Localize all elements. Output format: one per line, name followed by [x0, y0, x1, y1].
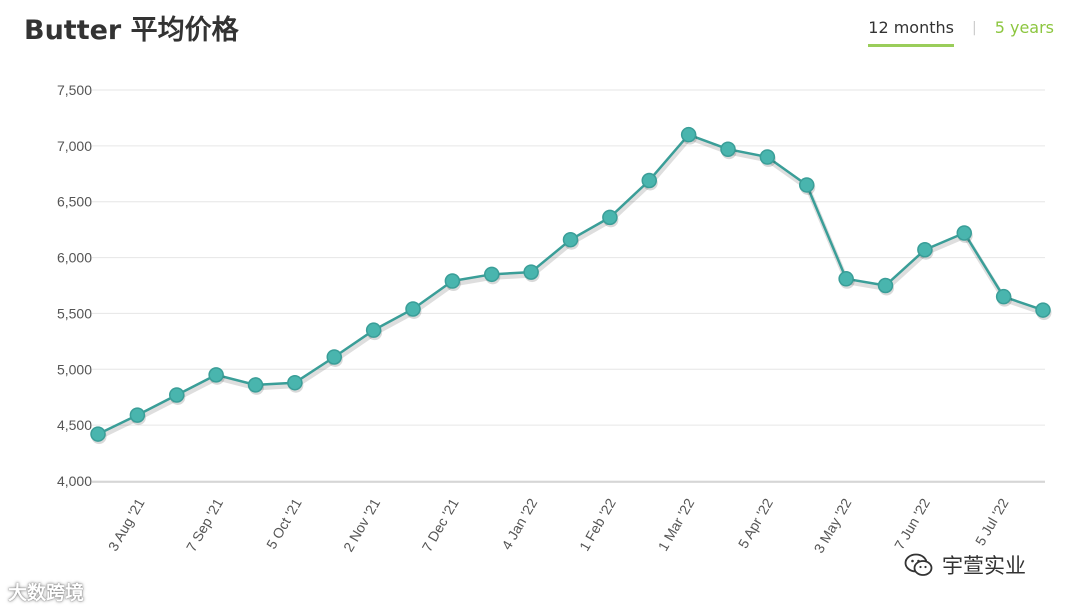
- y-tick-label: 4,000: [57, 473, 92, 489]
- data-points: [90, 126, 1052, 445]
- data-point[interactable]: [129, 407, 146, 423]
- data-point[interactable]: [484, 266, 500, 283]
- data-point[interactable]: [1035, 302, 1051, 318]
- data-point[interactable]: [523, 264, 539, 280]
- y-tick-label: 7,500: [57, 82, 92, 98]
- data-point[interactable]: [720, 141, 736, 157]
- x-tick-label: 7 Dec '21: [419, 495, 462, 554]
- y-tick-label: 5,500: [57, 305, 92, 321]
- x-tick-label: 7 Jun '22: [891, 495, 933, 552]
- data-point[interactable]: [90, 426, 106, 442]
- x-tick-label: 2 Nov '21: [340, 495, 383, 554]
- data-point[interactable]: [365, 322, 382, 338]
- x-tick-label: 4 Jan '22: [498, 495, 540, 552]
- data-point[interactable]: [759, 149, 776, 165]
- data-point[interactable]: [838, 271, 854, 287]
- tab-12-months[interactable]: 12 months: [868, 18, 954, 47]
- y-tick-label: 7,000: [57, 138, 92, 154]
- x-tick-label: 5 Jul '22: [972, 495, 1012, 548]
- data-point[interactable]: [287, 374, 303, 391]
- y-tick-label: 5,000: [57, 361, 92, 377]
- x-axis-labels: 3 Aug '21 7 Sep '21 5 Oct '21 2 Nov '21 7 De…: [105, 495, 1012, 555]
- data-point[interactable]: [602, 209, 618, 226]
- data-point[interactable]: [877, 277, 894, 294]
- y-tick-label: 6,500: [57, 194, 92, 210]
- x-tick-label: 3 Aug '21: [105, 495, 148, 553]
- watermark-right-text: 宇萱实业: [942, 554, 1026, 578]
- data-point[interactable]: [444, 273, 461, 289]
- data-point[interactable]: [995, 288, 1012, 305]
- data-point[interactable]: [405, 301, 421, 317]
- series-line-shadow: [97, 135, 1045, 440]
- gridlines: [92, 89, 1045, 483]
- data-point[interactable]: [326, 349, 342, 365]
- series-line-group: [97, 133, 1045, 440]
- tab-5-years[interactable]: 5 years: [994, 18, 1054, 37]
- chart-title: Butter 平均价格: [24, 15, 239, 46]
- data-point[interactable]: [680, 126, 697, 143]
- data-point[interactable]: [917, 242, 933, 258]
- watermark-left: 大数跨境: [8, 582, 85, 604]
- x-tick-label: 1 Feb '22: [576, 495, 619, 553]
- data-point[interactable]: [208, 367, 224, 383]
- wechat-icon: [904, 553, 933, 576]
- data-point[interactable]: [956, 225, 972, 241]
- range-tabs: 12 months | 5 years: [868, 18, 1054, 47]
- x-tick-label: 3 May '22: [811, 495, 855, 555]
- x-tick-label: 1 Mar '22: [655, 495, 698, 553]
- series-line: [97, 133, 1044, 436]
- data-point[interactable]: [169, 387, 185, 403]
- data-point[interactable]: [247, 377, 264, 393]
- x-tick-label: 5 Oct '21: [263, 495, 305, 551]
- tab-separator: |: [971, 20, 977, 36]
- y-axis-labels: 4,000 4,500 5,000 5,500 6,000 6,500 7,000 7,500: [57, 82, 92, 489]
- data-point[interactable]: [641, 172, 657, 189]
- y-tick-label: 4,500: [57, 417, 92, 433]
- x-tick-label: 5 Apr '22: [735, 495, 776, 551]
- data-point[interactable]: [562, 231, 579, 248]
- watermark-right: 宇萱实业: [900, 548, 1030, 582]
- data-point[interactable]: [799, 177, 815, 193]
- x-tick-label: 7 Sep '21: [183, 495, 226, 554]
- y-tick-label: 6,000: [57, 250, 92, 266]
